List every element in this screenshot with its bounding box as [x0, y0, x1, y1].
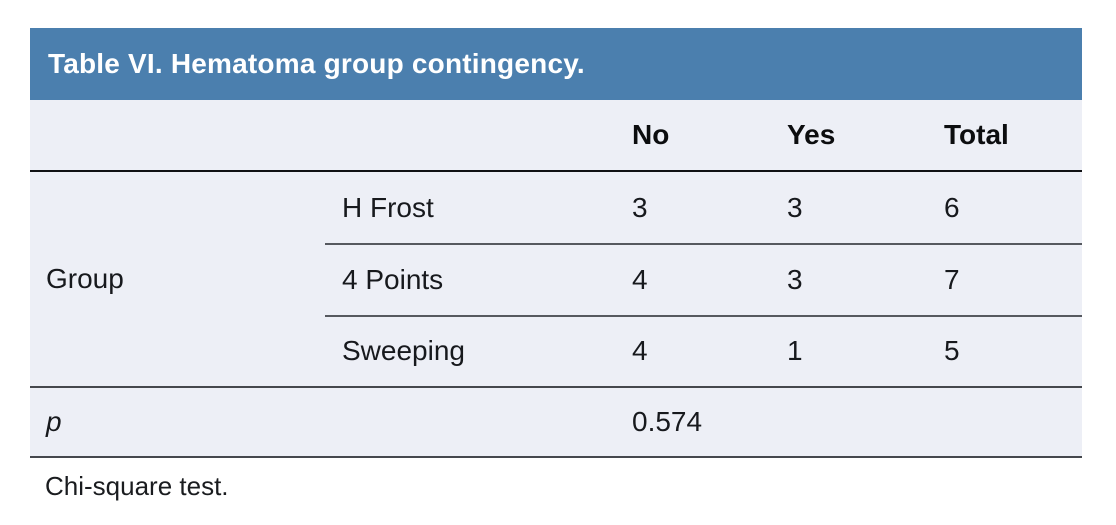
cell-4-points-yes: 3	[758, 243, 915, 314]
cell-4-points-no: 4	[603, 243, 758, 314]
group-section: Group H Frost 3 3 6 4 Points 4 3 7 Sweep…	[30, 172, 1082, 386]
header-spacer-2	[325, 100, 603, 170]
column-header-no: No	[632, 119, 670, 150]
cell-4-points-total: 7	[915, 243, 1082, 314]
row-label-sweeping: Sweeping	[325, 314, 603, 386]
table-title: Table VI. Hematoma group contingency.	[48, 48, 585, 79]
p-spacer	[325, 388, 603, 456]
p-value-row: p 0.574	[30, 385, 1082, 458]
row-label-4-points: 4 Points	[325, 243, 603, 314]
p-empty-total	[915, 388, 1082, 456]
cell-h-frost-total: 6	[944, 191, 960, 223]
group-label-cell: Group	[46, 262, 124, 294]
cell-h-frost-no: 3	[632, 191, 648, 223]
contingency-table: Table VI. Hematoma group contingency. No…	[30, 28, 1082, 502]
table-footnote: Chi-square test.	[30, 457, 1082, 502]
p-value: 0.574	[632, 405, 703, 437]
p-label: p	[46, 405, 62, 437]
column-header-row: No Yes Total	[30, 100, 1082, 172]
p-empty-yes	[758, 388, 915, 456]
column-header-yes: Yes	[787, 119, 836, 150]
row-label-h-frost: H Frost	[342, 191, 434, 223]
cell-sweeping-no: 4	[603, 314, 758, 386]
column-header-total: Total	[944, 119, 1009, 150]
cell-h-frost-yes: 3	[787, 191, 803, 223]
table-title-bar: Table VI. Hematoma group contingency.	[30, 28, 1082, 100]
cell-sweeping-yes: 1	[758, 314, 915, 386]
cell-sweeping-total: 5	[915, 314, 1082, 386]
header-spacer-1	[30, 100, 325, 170]
